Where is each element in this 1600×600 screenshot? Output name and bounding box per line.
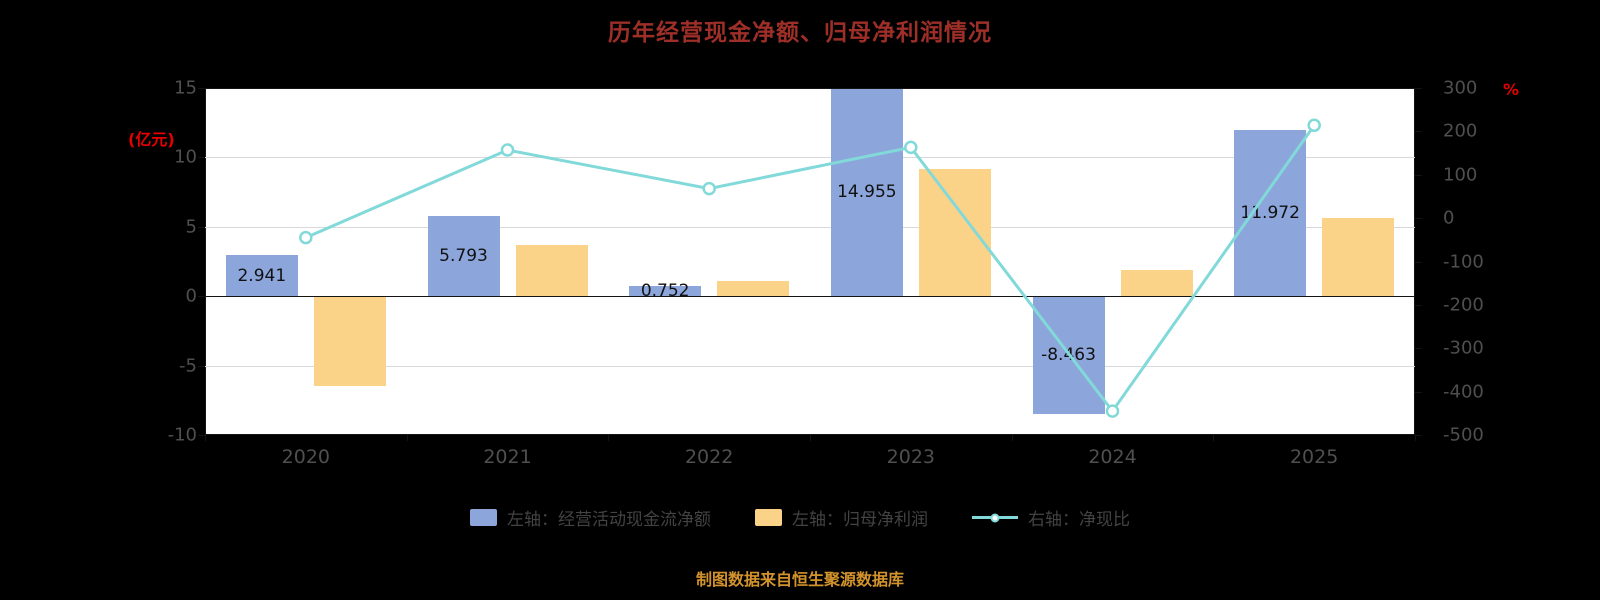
right-axis-tickmark	[1415, 218, 1422, 220]
left-axis-tick-label: -10	[167, 424, 197, 446]
right-axis-tick-label: 100	[1443, 164, 1478, 186]
left-axis-tick-label: -5	[179, 355, 197, 377]
legend-item-1[interactable]: 左轴：经营活动现金流净额	[470, 505, 711, 530]
legend-label: 右轴：净现比	[1028, 510, 1130, 530]
left-axis-tickmark	[198, 296, 205, 298]
ratio-point	[1307, 118, 1321, 133]
legend: 左轴：经营活动现金流净额 左轴：归母净利润 右轴：净现比	[0, 505, 1600, 530]
x-axis-tickmark	[1011, 435, 1013, 441]
left-axis-tick-label: 0	[185, 285, 197, 307]
net-profit-bar	[918, 168, 991, 297]
ratio-point	[702, 181, 716, 196]
chart-title: 历年经营现金净额、归母净利润情况	[608, 20, 992, 46]
right-axis-tick-label: 200	[1443, 120, 1478, 142]
ratio-point	[500, 143, 515, 157]
plot-area: 2.941 5.793 0.752 14.955 -8.463 11.972	[205, 88, 1415, 435]
ratio-legend-marker	[972, 509, 1018, 526]
right-axis-tickmark	[1415, 261, 1422, 263]
cashflow-bar	[225, 255, 298, 297]
cashflow-bar	[830, 88, 903, 297]
right-axis-tickmark	[1415, 435, 1422, 436]
net-profit-bar	[515, 244, 588, 297]
net-profit-bar	[1322, 218, 1395, 297]
x-axis-year-label: 2023	[886, 446, 935, 468]
legend-label: 左轴：经营活动现金流净额	[507, 510, 711, 530]
ratio-point	[1105, 404, 1120, 418]
right-axis-tick-label: -200	[1443, 294, 1484, 316]
x-axis-year-label: 2022	[684, 446, 734, 468]
cashflow-bar	[629, 285, 702, 297]
bar-value-label: 5.793	[439, 245, 488, 266]
zero-axis-line	[205, 296, 1415, 298]
left-axis-tickmark	[198, 365, 205, 367]
gridline	[205, 157, 1415, 159]
x-axis-tickmark	[810, 435, 811, 441]
ratio-legend-circle	[990, 513, 1000, 522]
ratio-point	[904, 140, 918, 155]
ratio-point	[299, 230, 313, 245]
left-axis-tick-label: 10	[174, 146, 197, 168]
net-profit-bar	[313, 296, 386, 387]
x-axis-year-label: 2024	[1088, 446, 1137, 468]
left-axis-tick-label: 15	[174, 77, 197, 99]
net-profit-bar	[1120, 269, 1193, 297]
ratio-line-layer	[299, 118, 1321, 418]
plot-background	[205, 88, 1415, 435]
cashflow-bar	[427, 215, 500, 297]
x-axis-tickmark	[205, 435, 206, 441]
right-axis-tick-label: -300	[1443, 337, 1484, 359]
right-axis-unit-label: %	[1503, 80, 1520, 99]
legend-label: 左轴：归母净利润	[792, 510, 928, 530]
legend-item-2[interactable]: 左轴：归母净利润	[755, 505, 928, 530]
x-axis-year-label: 2025	[1289, 446, 1339, 468]
x-axis-tickmark	[1213, 435, 1215, 441]
x-axis-tickmark	[608, 435, 610, 441]
x-axis-tickmark	[1415, 435, 1416, 441]
right-axis-tickmark	[1415, 174, 1422, 176]
gridline	[205, 365, 1415, 367]
x-axis-tickmark	[406, 435, 408, 441]
right-axis-tickmark	[1415, 348, 1422, 350]
right-axis-tick-label: 0	[1443, 207, 1455, 229]
cashflow-bar	[1234, 130, 1307, 297]
left-axis-tickmark	[198, 88, 205, 89]
right-axis-tick-label: -100	[1443, 251, 1484, 272]
cashflow-legend-swatch	[470, 509, 497, 526]
right-axis-tickmark	[1415, 391, 1422, 393]
right-axis-tick-label: 300	[1443, 77, 1478, 99]
right-axis-tickmark	[1415, 131, 1422, 133]
ratio-line	[305, 124, 1316, 414]
legend-item-3[interactable]: 右轴：净现比	[972, 505, 1130, 530]
left-axis-tickmark	[198, 435, 205, 436]
right-axis-tick-label: -500	[1443, 424, 1484, 446]
left-axis-tick-label: 5	[185, 216, 197, 238]
profit-legend-swatch	[755, 509, 782, 526]
left-axis-unit-label: (亿元)	[128, 130, 175, 149]
net-profit-bar	[717, 280, 790, 297]
x-axis-year-label: 2020	[281, 446, 330, 468]
bar-value-label: 14.955	[837, 182, 897, 203]
right-axis-tickmark	[1415, 304, 1422, 306]
bar-value-label: 2.941	[237, 265, 287, 286]
source-note: 制图数据来自恒生聚源数据库	[695, 570, 904, 589]
x-axis-year-label: 2021	[483, 446, 532, 468]
bar-value-label: 0.752	[640, 280, 690, 301]
right-axis-tickmark	[1415, 88, 1422, 89]
right-axis-tick-label: -400	[1443, 381, 1484, 403]
left-axis-tickmark	[198, 157, 205, 159]
left-axis-tickmark	[198, 226, 205, 228]
gridline	[205, 226, 1415, 228]
